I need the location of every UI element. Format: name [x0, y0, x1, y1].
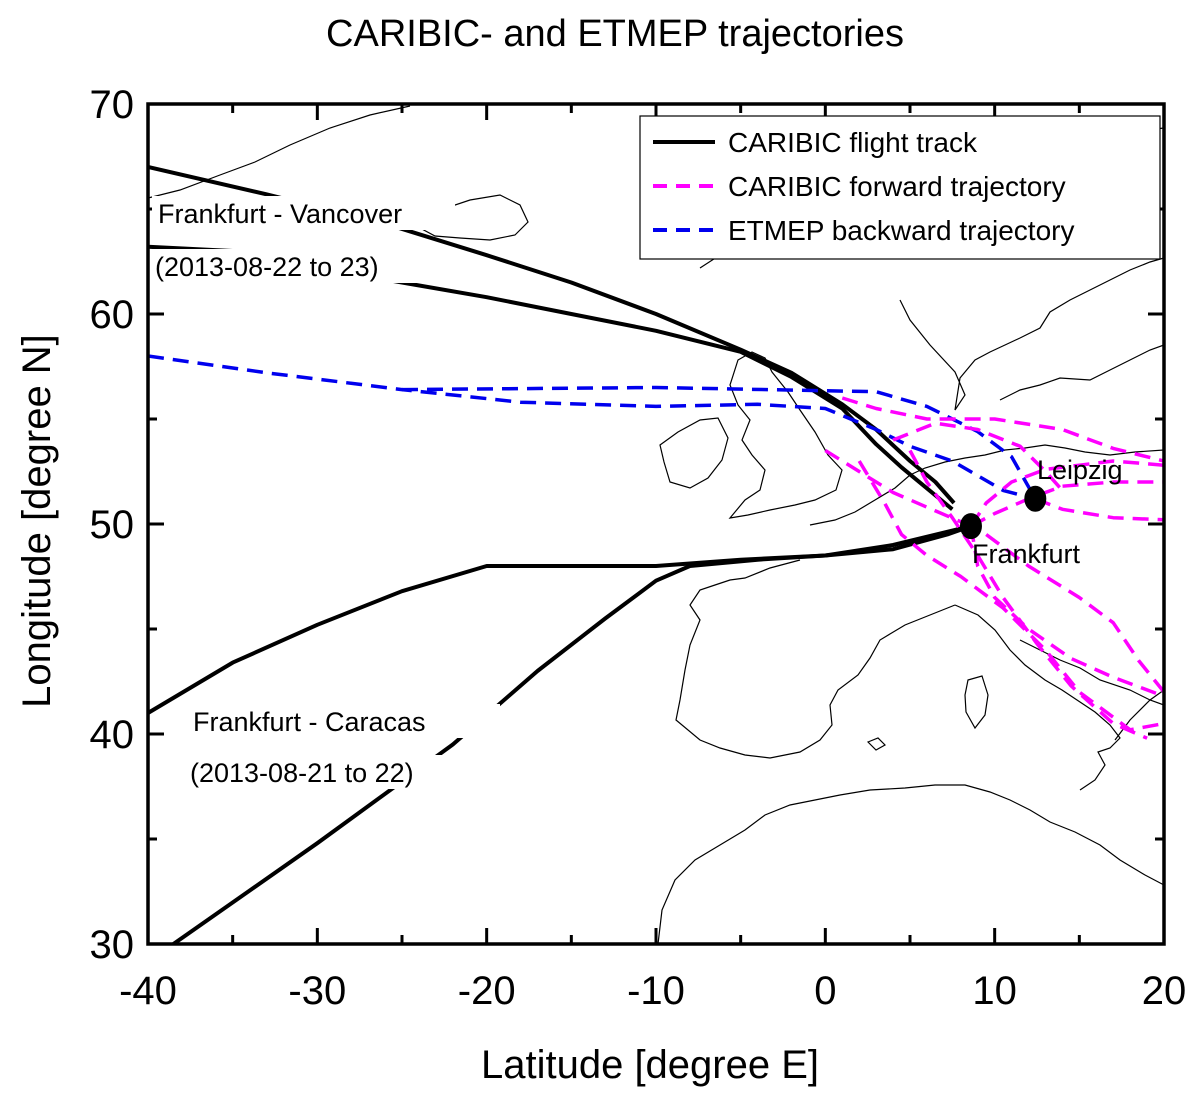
- legend-label-backward-trajectory: ETMEP backward trajectory: [728, 215, 1075, 246]
- backward-trajectory-5: [401, 385, 1037, 500]
- chart-title: CARIBIC- and ETMEP trajectories: [326, 13, 904, 55]
- y-tick-labels: 30 40 50 60 70: [90, 83, 135, 967]
- backward-trajectory-4: [148, 354, 1036, 501]
- caracas-label-background: [188, 704, 500, 738]
- frankfurt-label: Frankfurt: [972, 539, 1081, 569]
- legend-label-forward-trajectory: CARIBIC forward trajectory: [728, 171, 1066, 202]
- route-annotations: Frankfurt - Vancover (2013-08-22 to 23) …: [152, 196, 1123, 789]
- forward-trajectory-15: [985, 533, 1164, 694]
- x-tick-label: -40: [119, 969, 177, 1013]
- leipzig-label: Leipzig: [1037, 455, 1123, 485]
- scandinavia-coast-south: [899, 257, 1164, 411]
- north-africa-coastline: [657, 784, 1164, 944]
- legend: CARIBIC flight track CARIBIC forward tra…: [639, 115, 1161, 260]
- forward-trajectory-9: [841, 396, 1164, 463]
- y-tick-label: 70: [90, 83, 135, 127]
- x-tick-label: -30: [288, 969, 346, 1013]
- flight-trajectory-2: [148, 524, 972, 715]
- legend-label-flight-track: CARIBIC flight track: [728, 127, 978, 158]
- vancouver-dates-background: [152, 249, 452, 283]
- forward-trajectory-11: [857, 460, 1164, 732]
- vancouver-dates-label: (2013-08-22 to 23): [155, 252, 379, 282]
- forward-trajectory-13: [908, 449, 1148, 740]
- y-tick-label: 30: [90, 923, 135, 967]
- flight-trajectory-1: [148, 244, 954, 511]
- y-tick-label: 60: [90, 293, 135, 337]
- mediterranean-island: [866, 737, 886, 751]
- x-axis-title: Latitude [degree E]: [481, 1043, 819, 1087]
- y-tick-label: 50: [90, 503, 135, 547]
- x-tick-label: 20: [1142, 969, 1187, 1013]
- station-markers: [959, 485, 1047, 540]
- station-marker-leipzig: [1024, 485, 1047, 512]
- forward-trajectory-14: [892, 421, 1064, 492]
- forward-trajectory-10: [824, 449, 972, 528]
- ireland-coastline: [659, 417, 729, 489]
- caracas-dates-background: [186, 755, 484, 789]
- caracas-route-label: Frankfurt - Caracas: [193, 707, 426, 737]
- sardinia-coastline: [964, 675, 989, 730]
- x-tick-label: 10: [972, 969, 1017, 1013]
- x-tick-label: -10: [627, 969, 685, 1013]
- europe-mainland-coastline: [809, 444, 1164, 526]
- balkans-coastline: [1114, 689, 1164, 741]
- iceland-coastline: [418, 194, 529, 241]
- x-tick-labels: -40 -30 -20 -10 0 10 20: [119, 969, 1186, 1013]
- iberia-coastline: [675, 559, 956, 759]
- great-britain-coastline: [728, 351, 843, 519]
- y-axis-title: Longitude [degree N]: [15, 334, 59, 708]
- greenland-coastline: [148, 105, 411, 199]
- station-marker-frankfurt: [959, 513, 982, 540]
- y-tick-label: 40: [90, 713, 135, 757]
- forward-trajectory-8: [969, 459, 1164, 528]
- forward-trajectory-6: [970, 480, 1164, 528]
- legend-box: [639, 115, 1161, 260]
- caracas-dates-label: (2013-08-21 to 22): [190, 758, 414, 788]
- forward-trajectory-12: [969, 525, 1164, 698]
- x-tick-label: -20: [458, 969, 516, 1013]
- vancouver-route-label: Frankfurt - Vancover: [158, 199, 402, 229]
- x-tick-label: 0: [814, 969, 836, 1013]
- vancouver-label-background: [152, 196, 455, 230]
- forward-trajectory-7: [1034, 497, 1164, 522]
- italy-coastline: [954, 604, 1164, 791]
- baltic-coastline: [999, 344, 1164, 401]
